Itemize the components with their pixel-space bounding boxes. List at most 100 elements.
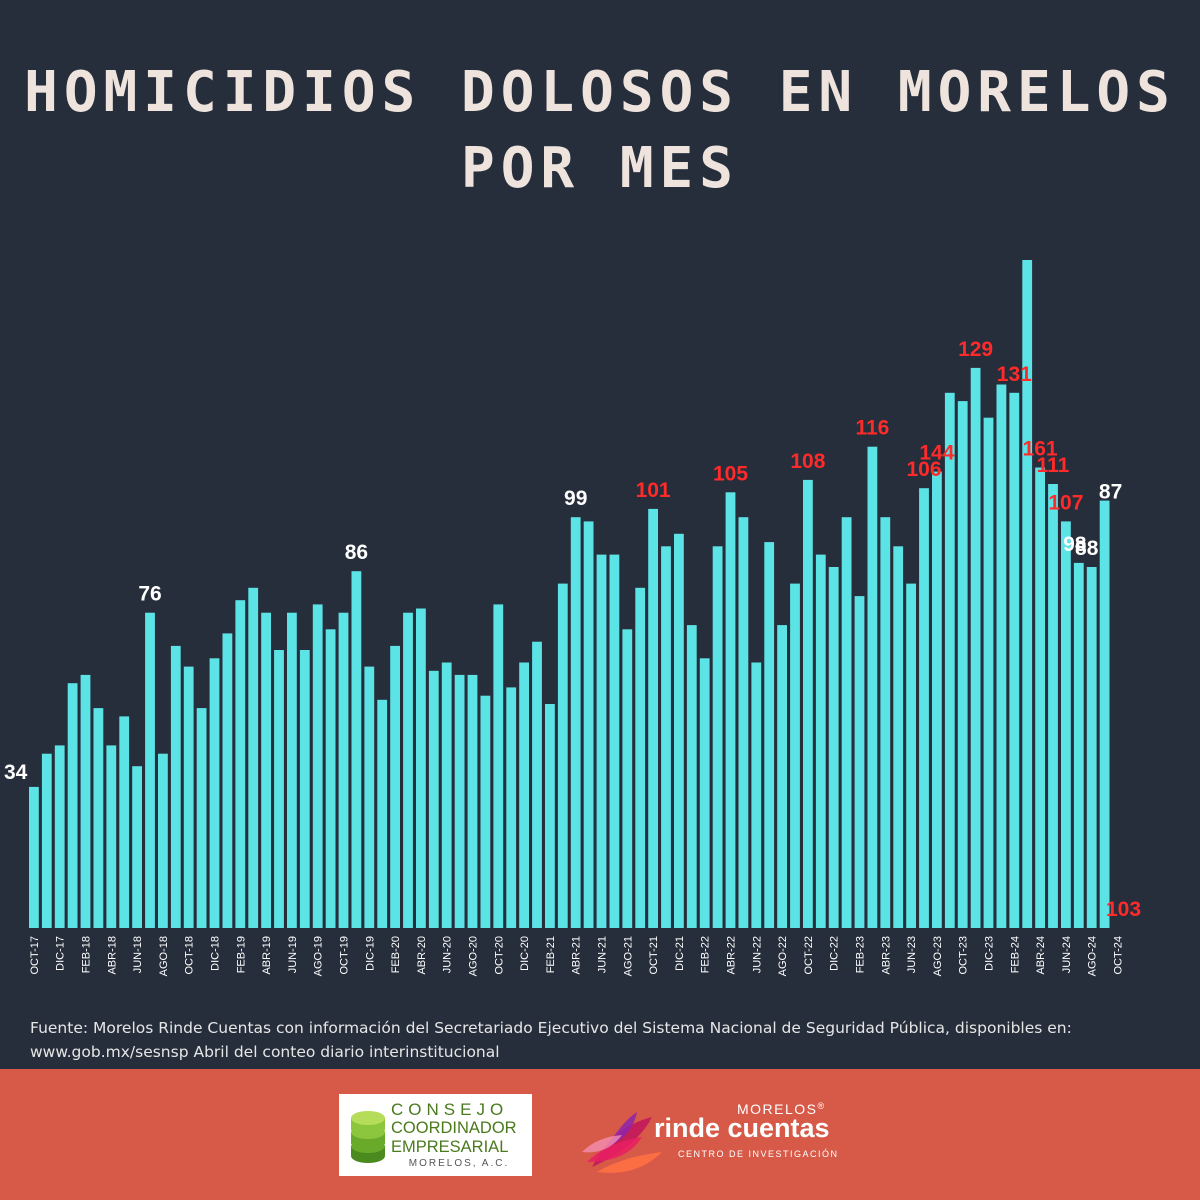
bar-JUN-18 xyxy=(132,766,142,928)
data-label: 108 xyxy=(790,450,825,473)
tick-label: FEB-22 xyxy=(700,936,712,973)
data-label: 131 xyxy=(997,363,1032,386)
mrc-top-label: MORELOS xyxy=(737,1101,818,1117)
bar-JUN-20 xyxy=(441,662,452,928)
bar-JUL-24 xyxy=(1073,562,1084,928)
bar-JUL-23 xyxy=(919,488,929,928)
bar-NOV-23 xyxy=(970,367,981,928)
tick-label: DIC-23 xyxy=(984,936,996,971)
tick-label: JUN-23 xyxy=(906,936,918,973)
cce-line-4: MORELOS, A.C. xyxy=(408,1158,510,1169)
tick-label: OCT-23 xyxy=(958,936,970,975)
bar-NOV-22 xyxy=(815,554,826,928)
bar-chart: OCT-17 DIC-17 FEB-18 ABR-18 JUN-18 AGO-18 OCT-… xyxy=(4,260,1141,976)
bar-ENE-18 xyxy=(67,683,78,928)
bar-DIC-18 xyxy=(209,658,220,928)
bar-FEB-20 xyxy=(390,645,400,928)
bar-JUN-19 xyxy=(287,612,297,928)
bar-SEP-22 xyxy=(790,583,800,928)
bar-AGO-18 xyxy=(158,753,168,928)
cce-line-2: COORDINADOR xyxy=(391,1119,517,1137)
title-line-2: POR MES xyxy=(460,136,739,201)
bar-AGO-23 xyxy=(932,471,942,928)
tick-label: DIC-20 xyxy=(519,936,531,971)
bar-ENE-23 xyxy=(841,517,852,928)
tick-label: AGO-23 xyxy=(932,936,944,976)
bar-SEP-18 xyxy=(170,645,181,928)
bar-MAR-19 xyxy=(248,587,259,928)
tick-label: ABR-23 xyxy=(880,936,892,975)
source-line-2: www.gob.mx/sesnsp Abril del conteo diari… xyxy=(30,1043,500,1061)
tick-label: ABR-22 xyxy=(726,936,738,975)
bar-ABR-24 xyxy=(1035,467,1045,928)
data-label: 111 xyxy=(1037,454,1070,477)
bar-DIC-23 xyxy=(983,417,994,928)
bar-JUN-23 xyxy=(906,583,916,928)
bar-OCT-20 xyxy=(493,604,504,928)
tick-label: AGO-19 xyxy=(313,936,325,976)
bar-SEP-20 xyxy=(480,695,491,928)
bar-AGO-22 xyxy=(777,625,787,928)
registered-mark: ® xyxy=(817,1101,826,1111)
tick-label: JUN-24 xyxy=(1061,936,1073,973)
bar-JUN-21 xyxy=(596,554,607,928)
tick-label: ABR-20 xyxy=(416,936,428,975)
bar-MAY-21 xyxy=(583,521,594,928)
bar-MAR-24 xyxy=(1022,260,1033,928)
mrc-top-text: MORELOS® xyxy=(737,1101,826,1117)
bar-JUL-19 xyxy=(299,650,310,928)
tick-label: FEB-19 xyxy=(235,936,247,973)
bar-JUL-20 xyxy=(454,674,465,928)
tick-label: AGO-20 xyxy=(468,936,480,976)
bar-MAY-23 xyxy=(893,546,904,928)
data-label: 144 xyxy=(919,442,954,465)
data-label: 161 xyxy=(1023,438,1058,461)
bar-DIC-22 xyxy=(828,567,839,928)
bar-FEB-19 xyxy=(235,600,246,928)
tick-label: FEB-21 xyxy=(545,936,557,973)
bar-AGO-24 xyxy=(1086,567,1097,928)
bar-MAY-18 xyxy=(119,716,130,928)
bar-ABR-21 xyxy=(570,517,581,928)
cce-line-1: CONSEJO xyxy=(391,1100,509,1119)
bar-OCT-17 xyxy=(29,786,39,928)
bar-MAY-20 xyxy=(428,670,439,928)
tick-label: DIC-18 xyxy=(210,936,222,971)
tick-label: FEB-24 xyxy=(1009,936,1021,973)
data-label: 99 xyxy=(564,487,587,510)
bar-FEB-22 xyxy=(699,658,710,928)
bar-NOV-21 xyxy=(661,546,671,928)
bar-AGO-21 xyxy=(622,629,633,928)
bar-NOV-19 xyxy=(351,571,362,928)
bar-AGO-20 xyxy=(467,674,478,928)
bar-MAR-20 xyxy=(403,612,413,928)
bar-AGO-19 xyxy=(312,604,323,928)
bar-FEB-24 xyxy=(1009,392,1020,928)
tick-label: AGO-21 xyxy=(622,936,634,976)
tick-label: DIC-19 xyxy=(364,936,376,971)
tick-label: FEB-18 xyxy=(81,936,93,973)
tick-label: AGO-24 xyxy=(1087,936,1099,976)
bar-ENE-22 xyxy=(686,625,697,928)
bar-NOV-17 xyxy=(41,753,52,928)
bar-MAY-22 xyxy=(738,517,749,928)
tick-label: OCT-18 xyxy=(184,936,196,975)
bar-MAR-21 xyxy=(557,583,568,928)
bar-SEP-21 xyxy=(635,587,646,928)
bar-JUL-18 xyxy=(145,612,155,928)
cce-wordmark: CONSEJO COORDINADOR EMPRESARIAL MORELOS,… xyxy=(391,1100,527,1171)
data-label: 88 xyxy=(1075,537,1099,560)
tick-label: OCT-22 xyxy=(803,936,815,975)
bar-FEB-23 xyxy=(854,596,865,928)
title-line-1: HOMICIDIOS DOLOSOS EN MORELOS xyxy=(24,60,1176,125)
tick-label: AGO-18 xyxy=(158,936,170,976)
mrc-main-text: rinde cuentas xyxy=(654,1113,830,1143)
stacked-green-discs-icon xyxy=(351,1111,385,1163)
bar-OCT-23 xyxy=(957,401,968,929)
data-label: 86 xyxy=(345,541,368,564)
tick-label: JUN-18 xyxy=(132,936,144,973)
data-label: 87 xyxy=(1099,481,1122,504)
data-label: 106 xyxy=(906,458,941,481)
bar-OCT-18 xyxy=(183,666,194,928)
tick-label: JUN-19 xyxy=(287,936,299,973)
